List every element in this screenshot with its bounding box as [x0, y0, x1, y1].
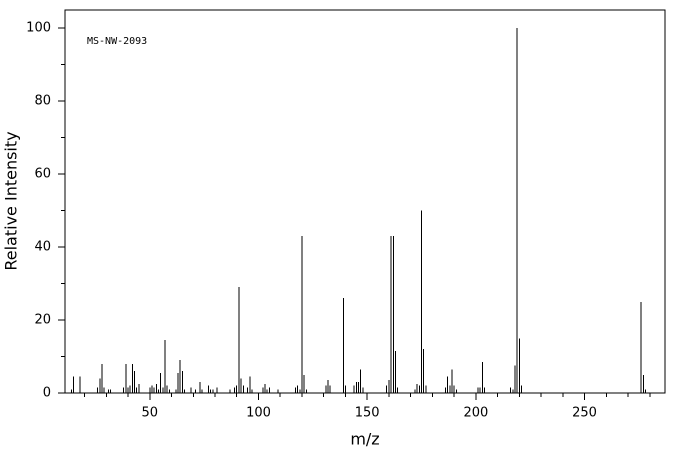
x-tick-label: 100 — [246, 406, 271, 421]
y-tick-label: 100 — [26, 21, 51, 36]
x-tick-label: 50 — [142, 406, 159, 421]
y-tick-label: 40 — [34, 240, 51, 255]
y-tick-label: 60 — [34, 167, 51, 182]
y-tick-label: 20 — [34, 313, 51, 328]
y-axis-label: Relative Intensity — [2, 131, 21, 270]
plot-frame — [64, 9, 666, 394]
x-tick-label: 200 — [463, 406, 488, 421]
y-tick-label: 80 — [34, 94, 51, 109]
annotation: MS-NW-2093 — [87, 36, 147, 47]
x-tick-label: 150 — [355, 406, 380, 421]
x-axis-label: m/z — [350, 430, 379, 449]
x-tick-label: 250 — [572, 406, 597, 421]
y-tick-label: 0 — [43, 386, 51, 401]
